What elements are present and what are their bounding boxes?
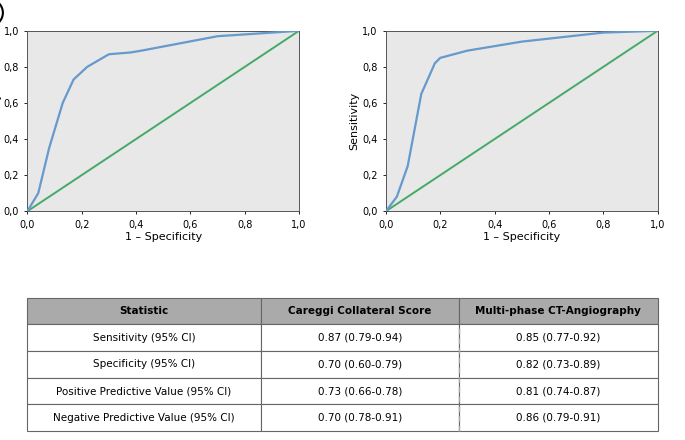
Bar <box>459 404 658 431</box>
Bar <box>260 404 459 431</box>
Text: Statistic: Statistic <box>119 306 169 316</box>
Y-axis label: Sensitivity: Sensitivity <box>349 92 360 150</box>
Text: Positive Predictive Value (95% CI): Positive Predictive Value (95% CI) <box>56 386 232 396</box>
Bar <box>260 324 459 351</box>
Text: Careggi Collateral Score: Careggi Collateral Score <box>288 306 432 316</box>
Text: 0.87 (0.79-0.94): 0.87 (0.79-0.94) <box>318 333 402 343</box>
Text: 0.82 (0.73-0.89): 0.82 (0.73-0.89) <box>516 359 601 370</box>
Text: 0.73 (0.66-0.78): 0.73 (0.66-0.78) <box>318 386 402 396</box>
Text: 0.81 (0.74-0.87): 0.81 (0.74-0.87) <box>516 386 601 396</box>
Y-axis label: Sensitivity: Sensitivity <box>0 92 1 150</box>
Bar <box>27 378 260 404</box>
Bar <box>459 351 658 378</box>
Text: 0.85 (0.77-0.92): 0.85 (0.77-0.92) <box>516 333 601 343</box>
Text: Multi-phase CT-Angiography: Multi-phase CT-Angiography <box>475 306 641 316</box>
Bar <box>27 351 260 378</box>
Bar <box>459 324 658 351</box>
Bar <box>27 404 260 431</box>
Bar <box>459 297 658 324</box>
Bar <box>27 297 260 324</box>
Text: Sensitivity (95% CI): Sensitivity (95% CI) <box>92 333 195 343</box>
Bar <box>459 378 658 404</box>
Bar <box>260 351 459 378</box>
Bar <box>260 378 459 404</box>
Text: Specificity (95% CI): Specificity (95% CI) <box>93 359 195 370</box>
Text: 0.70 (0.60-0.79): 0.70 (0.60-0.79) <box>318 359 402 370</box>
Bar <box>260 297 459 324</box>
X-axis label: 1 – Specificity: 1 – Specificity <box>125 232 202 242</box>
Text: Negative Predictive Value (95% CI): Negative Predictive Value (95% CI) <box>53 413 235 423</box>
Bar <box>27 324 260 351</box>
Text: 0.86 (0.79-0.91): 0.86 (0.79-0.91) <box>516 413 601 423</box>
X-axis label: 1 – Specificity: 1 – Specificity <box>483 232 560 242</box>
Text: 0.70 (0.78-0.91): 0.70 (0.78-0.91) <box>318 413 402 423</box>
